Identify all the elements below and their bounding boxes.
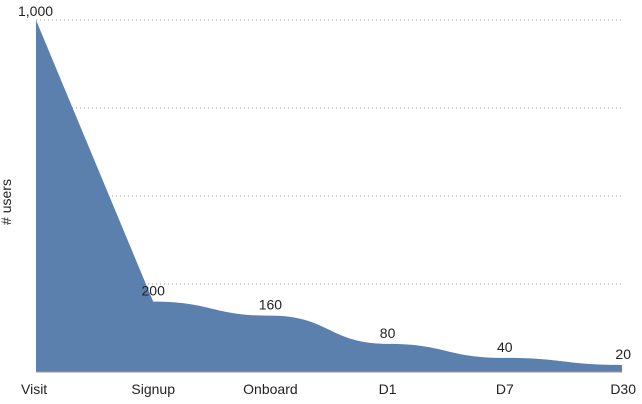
x-tick-label-visit: Visit — [21, 381, 47, 397]
series-area — [36, 20, 622, 372]
x-tick-label-d30: D30 — [610, 381, 636, 397]
label-layer: Visit Signup Onboard D1 D7 D30 1,000 200 160 80 40… — [18, 3, 636, 397]
data-label-visit: 1,000 — [18, 3, 53, 19]
x-tick-label-onboard: Onboard — [243, 381, 297, 397]
data-label-onboard: 160 — [259, 297, 283, 313]
grid-layer — [36, 19, 622, 285]
data-label-d1: 80 — [380, 325, 396, 341]
y-axis-title: # users — [0, 179, 14, 225]
data-label-signup: 200 — [142, 283, 166, 299]
x-tick-label-signup: Signup — [131, 381, 175, 397]
x-tick-label-d7: D7 — [496, 381, 514, 397]
data-label-d7: 40 — [497, 339, 513, 355]
data-label-d30: 20 — [615, 346, 631, 362]
x-tick-label-d1: D1 — [379, 381, 397, 397]
area-layer — [36, 20, 622, 372]
